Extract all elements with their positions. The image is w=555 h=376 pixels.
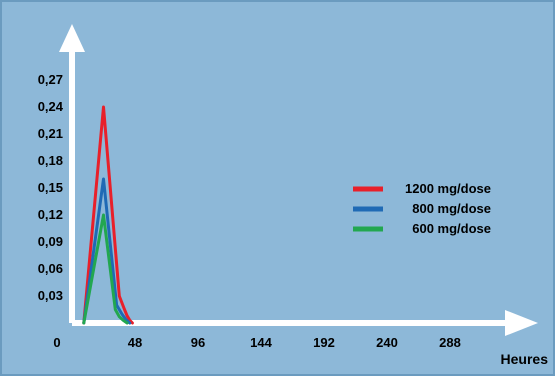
series-line-2	[82, 213, 129, 325]
x-tick-label: 192	[313, 335, 335, 350]
y-tick-label: 0,09	[38, 234, 63, 249]
legend: 1200 mg/dose 800 mg/dose 600 mg/dose	[353, 181, 491, 236]
x-tick-labels: 0 48 96 144 192 240 288	[53, 335, 460, 350]
x-axis-arrow-icon	[505, 310, 538, 336]
y-tick-label: 0,06	[38, 261, 63, 276]
y-tick-label: 0,12	[38, 207, 63, 222]
legend-label: 1200 mg/dose	[405, 181, 491, 196]
series-line-1	[82, 177, 132, 325]
y-tick-label: 0,27	[38, 72, 63, 87]
x-tick-label: 0	[53, 335, 60, 350]
y-tick-label: 0,24	[38, 99, 64, 114]
legend-label: 600 mg/dose	[412, 221, 491, 236]
x-tick-label: 288	[439, 335, 461, 350]
x-tick-label: 48	[128, 335, 142, 350]
axes	[59, 24, 538, 336]
x-axis-label: Heures	[501, 351, 549, 367]
y-tick-label: 0,21	[38, 126, 63, 141]
series-line-0	[82, 105, 134, 325]
y-tick-label: 0,18	[38, 153, 63, 168]
y-tick-labels: 0,03 0,06 0,09 0,12 0,15 0,18 0,21 0,24 0,27	[38, 72, 64, 303]
x-tick-label: 144	[250, 335, 272, 350]
x-tick-label: 240	[376, 335, 398, 350]
y-tick-label: 0,03	[38, 288, 63, 303]
y-tick-label: 0,15	[38, 180, 63, 195]
y-axis-arrow-icon	[59, 24, 85, 52]
legend-label: 800 mg/dose	[412, 201, 491, 216]
x-tick-label: 96	[191, 335, 205, 350]
series-lines	[82, 105, 134, 325]
